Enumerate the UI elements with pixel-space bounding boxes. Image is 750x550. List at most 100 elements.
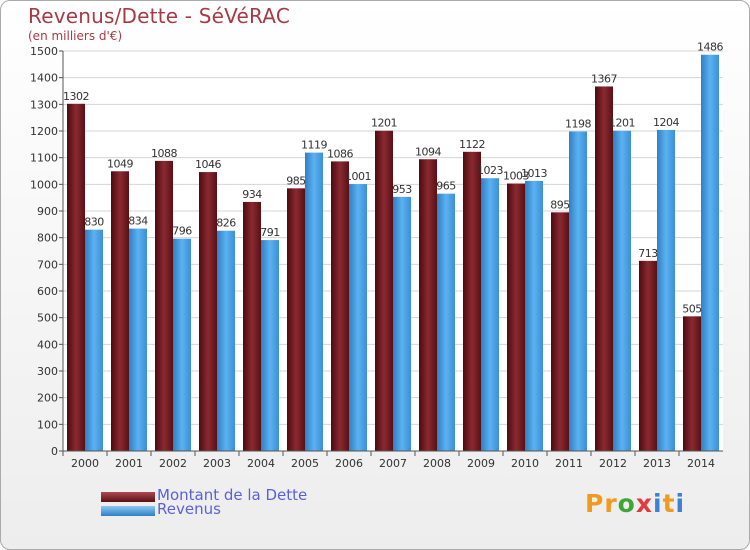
revenus-value-label: 834 — [128, 215, 148, 228]
debt-bar — [375, 130, 393, 451]
debt-bar — [683, 316, 701, 451]
revenus-value-label: 1204 — [653, 116, 679, 129]
debt-value-label: 1046 — [195, 158, 221, 171]
x-tick-label: 2004 — [247, 457, 275, 470]
debt-value-label: 1088 — [151, 147, 177, 160]
legend-label-revenus: Revenus — [157, 500, 221, 518]
revenus-value-label: 830 — [84, 216, 104, 229]
revenus-value-label: 1486 — [697, 41, 723, 54]
x-tick-label: 2012 — [599, 457, 627, 470]
x-tick-label: 2000 — [71, 457, 99, 470]
revenus-value-label: 1201 — [609, 117, 635, 130]
y-tick-label: 0 — [51, 445, 58, 458]
y-tick-label: 1400 — [30, 72, 58, 85]
debt-bar — [155, 160, 173, 451]
debt-bar — [551, 212, 569, 451]
legend-swatch-revenus — [101, 506, 155, 516]
debt-value-label: 895 — [550, 198, 570, 211]
legend-swatch-debt — [101, 492, 155, 502]
chart-title: Revenus/Dette - SéVéRAC — [28, 4, 290, 28]
revenus-value-label: 826 — [216, 217, 236, 230]
revenus-value-label: 791 — [260, 226, 280, 239]
chart-subtitle: (en milliers d'€) — [28, 29, 123, 43]
revenus-bar — [657, 129, 675, 451]
debt-bar — [243, 201, 261, 451]
y-tick-label: 300 — [37, 365, 58, 378]
debt-bar — [67, 103, 85, 452]
y-tick-label: 1500 — [30, 45, 58, 58]
revenus-bar — [349, 184, 367, 452]
revenus-bar — [393, 196, 411, 451]
debt-value-label: 1302 — [63, 90, 89, 103]
y-tick-label: 1300 — [30, 98, 58, 111]
revenus-bar — [437, 193, 455, 451]
revenus-bar — [261, 240, 279, 451]
debt-value-label: 1201 — [371, 117, 397, 130]
debt-bar — [595, 86, 613, 451]
debt-value-label: 934 — [242, 188, 262, 201]
revenus-value-label: 1198 — [565, 118, 591, 131]
debt-bar — [463, 151, 481, 452]
debt-value-label: 1049 — [107, 157, 133, 170]
revenus-value-label: 1001 — [345, 170, 371, 183]
debt-value-label: 1003 — [503, 170, 529, 183]
debt-value-label: 505 — [682, 302, 702, 315]
debt-bar — [419, 159, 437, 451]
x-tick-label: 2001 — [115, 457, 143, 470]
x-tick-label: 2014 — [687, 457, 715, 470]
debt-value-label: 1122 — [459, 138, 485, 151]
debt-value-label: 1094 — [415, 145, 441, 158]
y-tick-label: 800 — [37, 232, 58, 245]
debt-bar — [111, 171, 129, 451]
revenus-bar — [217, 230, 235, 451]
debt-bar — [287, 188, 305, 452]
revenus-value-label: 1013 — [521, 167, 547, 180]
debt-bar — [639, 260, 657, 451]
y-tick-label: 1100 — [30, 152, 58, 165]
x-tick-label: 2003 — [203, 457, 231, 470]
x-tick-label: 2009 — [467, 457, 495, 470]
revenus-value-label: 796 — [172, 225, 192, 238]
debt-bar — [331, 161, 349, 451]
revenus-bar — [613, 130, 631, 451]
y-tick-label: 100 — [37, 418, 58, 431]
x-tick-label: 2008 — [423, 457, 451, 470]
revenus-bar — [85, 229, 103, 451]
debt-value-label: 985 — [286, 174, 306, 187]
revenus-value-label: 965 — [436, 180, 456, 193]
revenus-bar — [305, 152, 323, 451]
y-tick-label: 400 — [37, 338, 58, 351]
x-tick-label: 2007 — [379, 457, 407, 470]
y-tick-label: 500 — [37, 312, 58, 325]
y-tick-label: 600 — [37, 285, 58, 298]
revenus-bar — [569, 131, 587, 452]
revenus-bar — [173, 238, 191, 451]
x-tick-label: 2010 — [511, 457, 539, 470]
y-tick-label: 200 — [37, 392, 58, 405]
debt-bar — [507, 183, 525, 452]
x-tick-label: 2013 — [643, 457, 671, 470]
debt-bar — [199, 172, 217, 452]
x-tick-label: 2011 — [555, 457, 583, 470]
x-tick-label: 2005 — [291, 457, 319, 470]
revenus-value-label: 1023 — [477, 164, 503, 177]
debt-value-label: 1086 — [327, 147, 353, 160]
debt-value-label: 713 — [638, 247, 658, 260]
revenus-bar — [525, 180, 543, 451]
proxiti-logo: Proxiti — [585, 489, 686, 518]
y-tick-label: 1000 — [30, 178, 58, 191]
x-tick-label: 2002 — [159, 457, 187, 470]
debt-value-label: 1367 — [591, 72, 617, 85]
revenus-value-label: 1119 — [301, 139, 327, 152]
revenus-bar — [481, 178, 499, 451]
y-tick-label: 900 — [37, 205, 58, 218]
revenus-bar — [701, 54, 719, 451]
revenus-bar — [129, 228, 147, 451]
revenus-value-label: 953 — [392, 183, 412, 196]
y-tick-label: 700 — [37, 258, 58, 271]
y-tick-label: 1200 — [30, 125, 58, 138]
x-tick-label: 2006 — [335, 457, 363, 470]
legend-label-debt: Montant de la Dette — [157, 486, 308, 504]
